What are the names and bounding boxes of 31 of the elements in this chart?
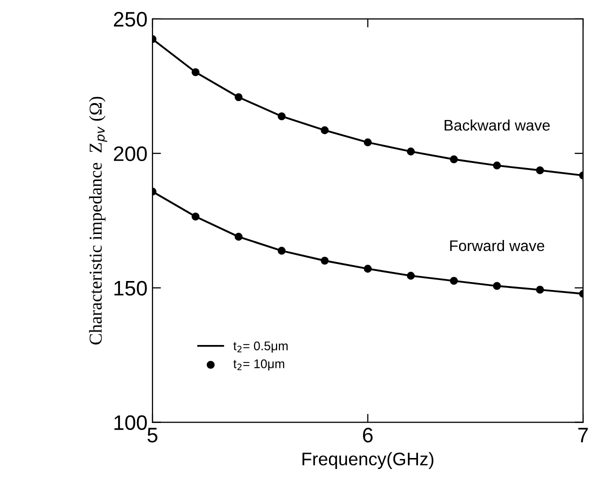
y-tick-label: 150 [114, 280, 147, 296]
point [192, 68, 200, 76]
x-tick-label: 7 [578, 428, 588, 442]
x-tick-label: 5 [148, 428, 158, 442]
point [234, 93, 243, 102]
point [536, 286, 544, 294]
point [278, 112, 286, 120]
y-tick-label: 100 [114, 415, 147, 430]
y-tick-label: 200 [114, 146, 147, 162]
point [320, 126, 329, 134]
point [364, 138, 372, 146]
annotation: Backward wave [444, 119, 550, 131]
point [492, 282, 501, 290]
point [278, 246, 286, 255]
x-axis-title: Frequency(GHz) [302, 452, 434, 469]
point [320, 256, 329, 265]
point [450, 276, 458, 285]
x-tick-label: 6 [363, 428, 373, 442]
point [406, 272, 415, 280]
point [364, 264, 372, 273]
point [406, 148, 415, 156]
y-tick-label: 250 [114, 12, 147, 27]
point [492, 162, 501, 170]
point [234, 232, 243, 241]
legend-label: t$_{2}$= 10μm [233, 359, 284, 370]
point [192, 212, 200, 221]
point [450, 155, 458, 164]
annotation: Forward wave [450, 240, 544, 252]
y-axis-title: Characteristic impedance Z$_{pv}$ (Ω) [89, 96, 108, 344]
legend-label: t$_{2}$= 0.5μm [233, 341, 288, 353]
point [536, 166, 544, 174]
